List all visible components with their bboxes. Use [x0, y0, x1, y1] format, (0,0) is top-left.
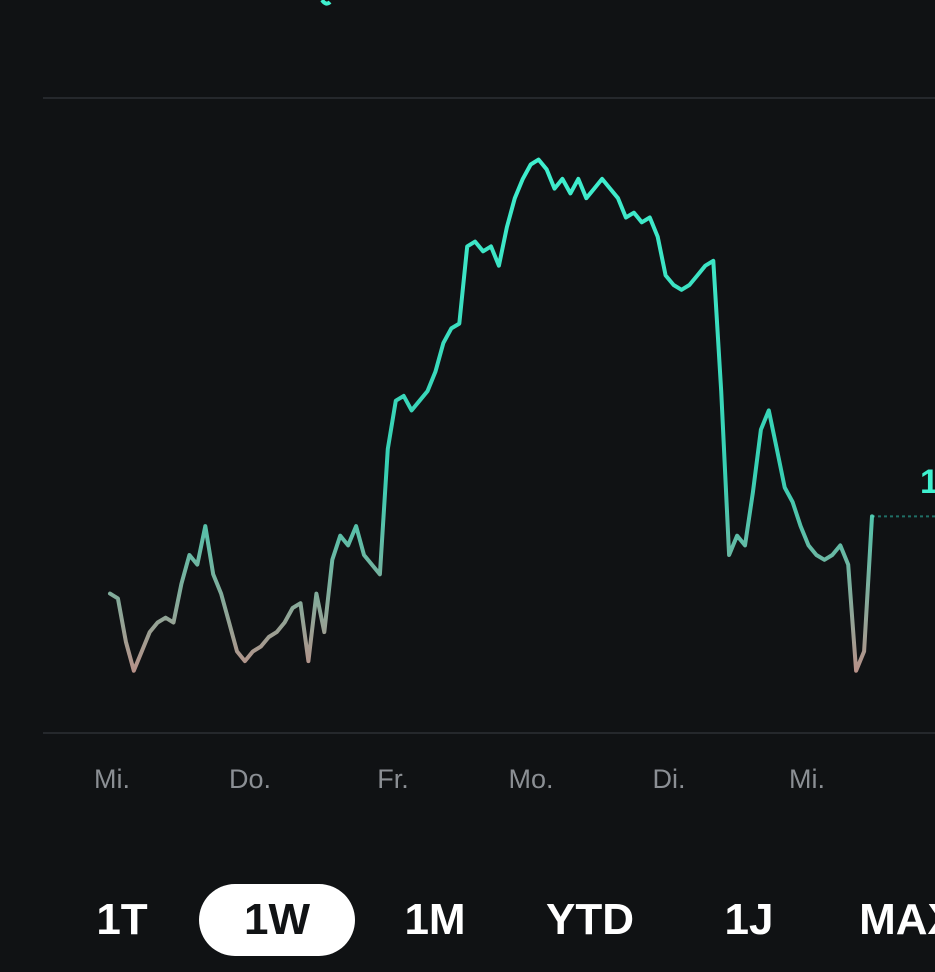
- x-tick-label: Mi.: [94, 764, 130, 794]
- x-tick-label: Mi.: [789, 764, 825, 794]
- range-button-max[interactable]: MAX: [859, 895, 935, 944]
- range-button-1m[interactable]: 1M: [404, 895, 466, 944]
- cropped-header-glyph: [320, 0, 332, 6]
- x-tick-label: Do.: [229, 764, 271, 794]
- time-range-selector: 1T 1W 1M YTD 1J MAX: [0, 880, 935, 960]
- x-tick-label: Fr.: [377, 764, 409, 794]
- right-edge-price-label: 1: [920, 463, 935, 501]
- range-button-ytd[interactable]: YTD: [546, 895, 634, 944]
- range-button-1t[interactable]: 1T: [96, 895, 148, 944]
- x-axis-labels: Mi. Do. Fr. Mo. Di. Mi.: [94, 764, 825, 794]
- x-tick-label: Di.: [653, 764, 686, 794]
- range-button-1j[interactable]: 1J: [724, 895, 774, 944]
- range-button-1w[interactable]: 1W: [199, 884, 355, 956]
- price-line: [108, 157, 874, 673]
- x-tick-label: Mo.: [508, 764, 553, 794]
